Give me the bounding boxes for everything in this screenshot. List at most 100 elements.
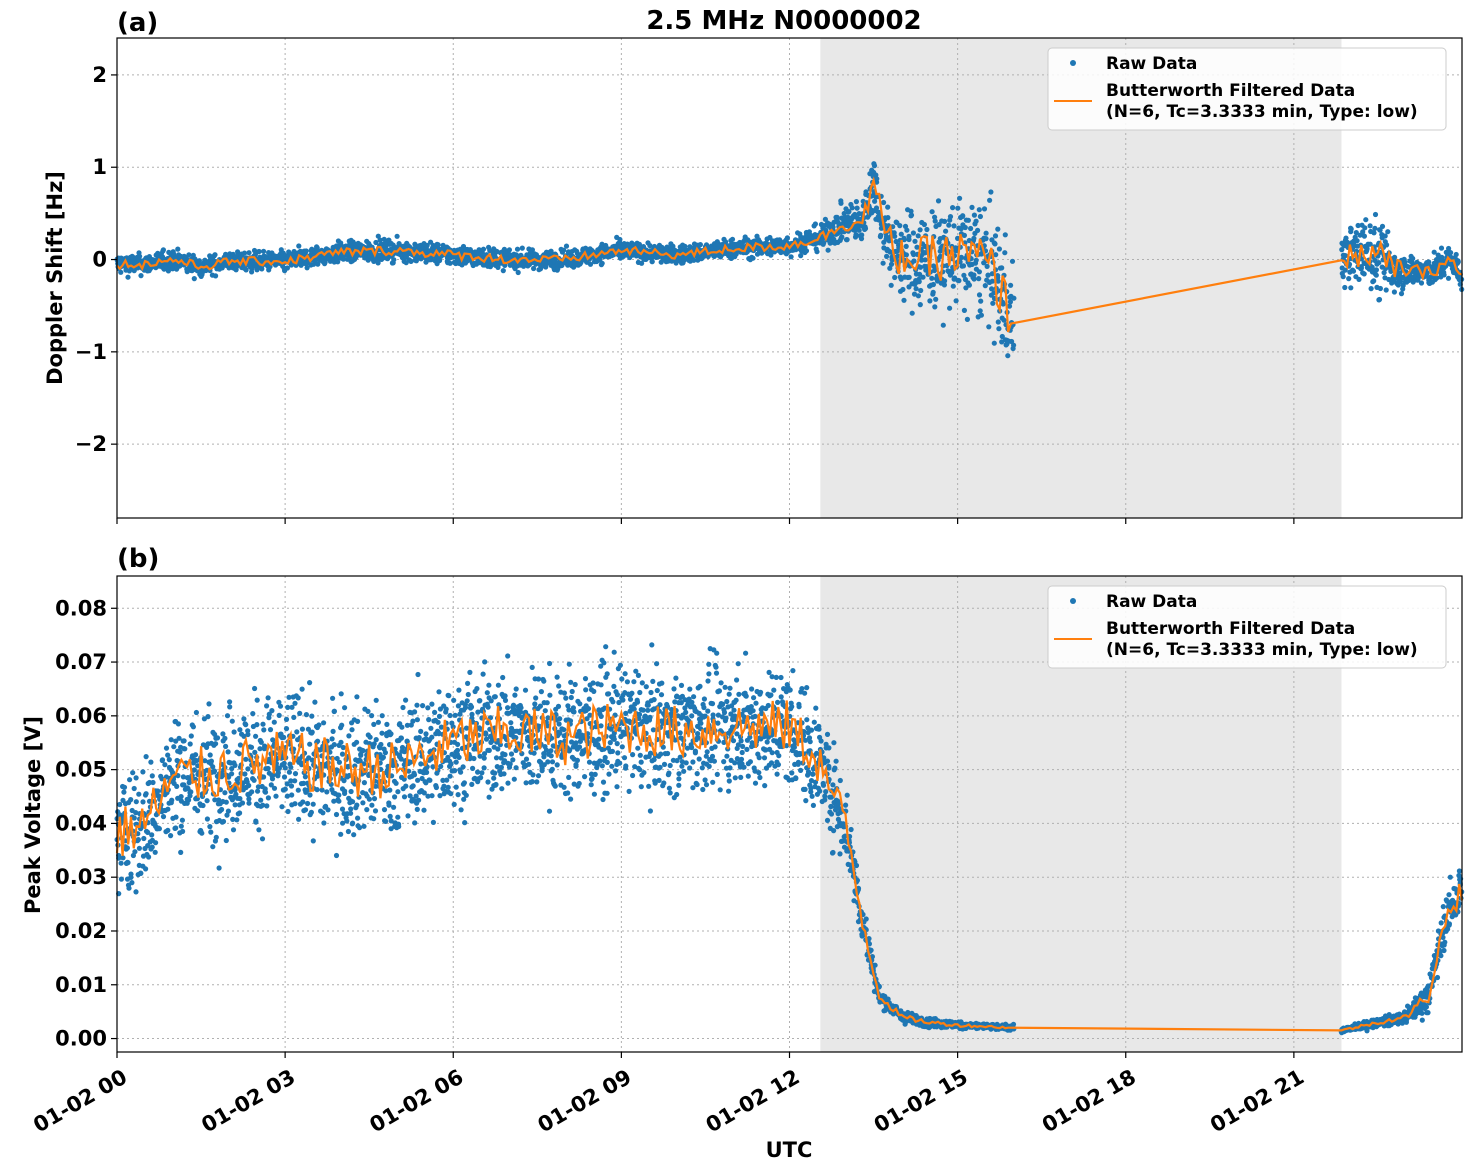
y-axis-label-a: Doppler Shift [Hz] — [43, 171, 67, 385]
raw-data-point — [257, 746, 263, 752]
raw-data-point — [126, 885, 132, 891]
raw-data-point — [314, 787, 320, 793]
raw-data-point — [568, 694, 574, 701]
raw-data-point — [292, 778, 298, 784]
raw-data-point — [361, 823, 367, 829]
raw-data-point — [331, 798, 337, 804]
raw-data-point — [137, 253, 143, 259]
raw-data-point — [146, 854, 152, 860]
raw-data-point — [310, 838, 316, 844]
raw-data-point — [701, 704, 707, 711]
raw-data-point — [572, 681, 578, 688]
raw-data-point — [751, 695, 757, 701]
raw-data-point — [1367, 223, 1373, 229]
raw-data-point — [641, 770, 647, 776]
raw-data-point — [1373, 272, 1379, 278]
raw-data-point — [430, 819, 436, 826]
raw-data-point — [881, 199, 887, 206]
raw-data-point — [462, 704, 469, 711]
raw-data-point — [1353, 230, 1359, 236]
raw-data-point — [519, 245, 525, 251]
raw-data-point — [661, 761, 668, 768]
raw-data-point — [555, 703, 562, 710]
raw-data-point — [121, 784, 128, 790]
raw-data-point — [888, 282, 894, 288]
raw-data-point — [1346, 276, 1352, 282]
raw-data-point — [486, 747, 492, 754]
raw-data-point — [265, 695, 271, 701]
raw-data-point — [300, 799, 306, 805]
raw-data-point — [190, 724, 196, 730]
raw-data-point — [399, 724, 405, 730]
raw-data-point — [251, 247, 258, 254]
raw-data-point — [981, 206, 988, 212]
raw-data-point — [716, 688, 722, 694]
raw-data-point — [438, 763, 444, 770]
raw-data-point — [601, 660, 607, 666]
raw-data-point — [153, 840, 159, 846]
raw-data-point — [495, 682, 501, 688]
raw-data-point — [706, 661, 712, 667]
raw-data-point — [207, 752, 213, 758]
raw-data-point — [853, 199, 860, 205]
raw-data-point — [714, 771, 720, 778]
raw-data-point — [582, 774, 588, 780]
raw-data-point — [447, 260, 453, 266]
raw-data-point — [768, 252, 774, 258]
raw-data-point — [1384, 242, 1390, 248]
raw-data-point — [159, 757, 165, 764]
raw-data-point — [273, 793, 279, 799]
raw-data-point — [166, 757, 172, 763]
raw-data-point — [598, 723, 604, 729]
raw-data-point — [421, 807, 427, 813]
raw-data-point — [937, 253, 944, 259]
raw-data-point — [365, 257, 371, 263]
raw-data-point — [709, 753, 716, 760]
raw-data-point — [348, 788, 354, 795]
raw-data-point — [425, 705, 431, 711]
raw-data-point — [479, 770, 485, 776]
raw-data-point — [874, 176, 880, 182]
raw-data-point — [408, 258, 414, 264]
raw-data-point — [463, 792, 469, 798]
raw-data-point — [174, 783, 180, 790]
raw-data-point — [576, 780, 582, 787]
raw-data-point — [388, 818, 394, 824]
raw-data-point — [296, 243, 302, 249]
raw-data-point — [960, 213, 966, 219]
raw-data-point — [292, 700, 298, 706]
raw-data-point — [118, 876, 124, 882]
panel-a-label: (a) — [117, 8, 158, 38]
raw-data-point — [342, 788, 348, 794]
raw-data-point — [961, 272, 967, 278]
raw-data-point — [485, 779, 491, 785]
raw-data-point — [978, 312, 985, 318]
raw-data-point — [991, 340, 997, 346]
raw-data-point — [909, 310, 915, 316]
raw-data-point — [455, 741, 461, 748]
raw-data-point — [908, 212, 915, 218]
raw-data-point — [932, 214, 938, 220]
raw-data-point — [265, 795, 271, 801]
raw-data-point — [120, 855, 126, 861]
raw-data-point — [373, 239, 379, 246]
raw-data-point — [906, 274, 912, 280]
raw-data-point — [421, 790, 427, 796]
raw-data-point — [230, 816, 236, 823]
raw-data-point — [898, 231, 904, 237]
raw-data-point — [911, 291, 918, 297]
raw-data-point — [687, 765, 693, 771]
raw-data-point — [463, 725, 470, 731]
raw-data-point — [1342, 284, 1348, 291]
raw-data-point — [661, 780, 667, 786]
raw-data-point — [373, 697, 379, 703]
raw-data-point — [1392, 254, 1398, 260]
raw-data-point — [486, 794, 492, 800]
raw-data-point — [219, 806, 225, 813]
raw-data-point — [243, 267, 249, 273]
raw-data-point — [741, 764, 747, 770]
raw-data-point — [702, 713, 708, 719]
raw-data-point — [415, 777, 421, 783]
y-tick-label: 0 — [92, 248, 107, 272]
raw-data-point — [1371, 278, 1377, 284]
